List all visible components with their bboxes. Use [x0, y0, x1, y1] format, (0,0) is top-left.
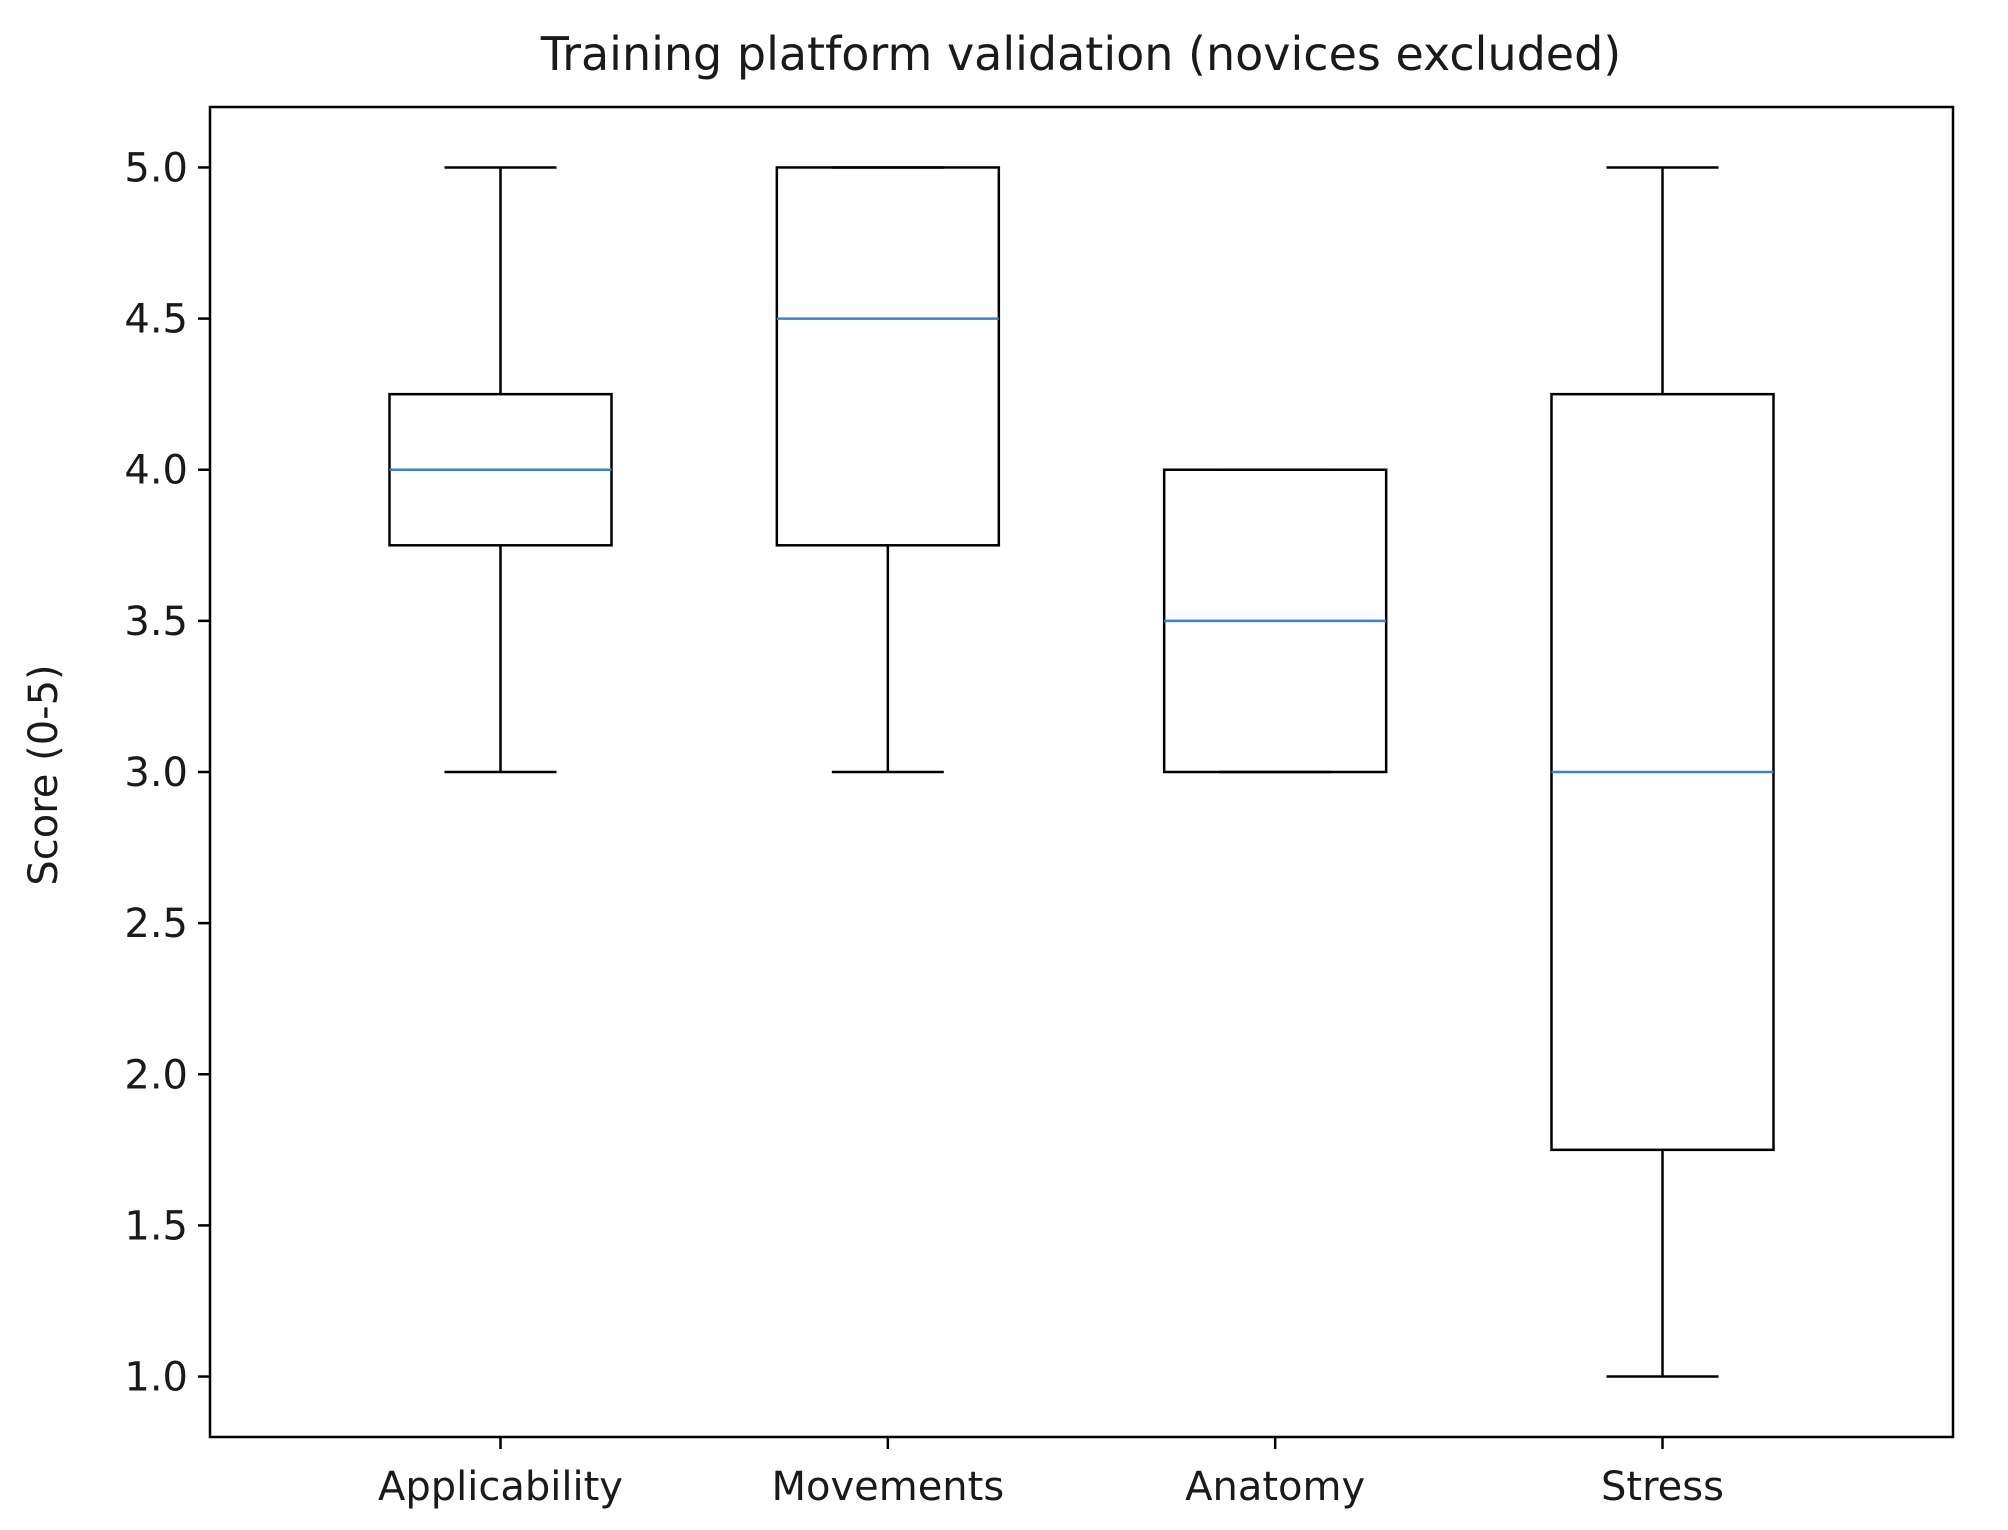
y-tick-label: 1.5 [124, 1203, 188, 1249]
y-tick-label: 4.5 [124, 297, 188, 343]
y-tick-label: 5.0 [124, 145, 188, 191]
x-tick-label: Stress [1601, 1464, 1724, 1510]
y-tick-label: 2.5 [124, 901, 188, 947]
box-applicability [388, 166, 613, 774]
x-tick-label: Applicability [378, 1464, 623, 1510]
y-tick-label: 3.5 [124, 599, 188, 645]
x-axis: Applicability Movements Anatomy Stress [378, 1437, 1724, 1510]
box-anatomy [1162, 468, 1388, 774]
y-tick-label: 1.0 [124, 1355, 188, 1401]
iqr-box [775, 166, 1001, 547]
y-axis: 1.0 1.5 2.0 2.5 3.0 3.5 4.0 4.5 5.0 [124, 145, 210, 1401]
y-tick-label: 2.0 [124, 1052, 188, 1098]
y-tick-label: 3.0 [124, 750, 188, 796]
box-series [388, 166, 1775, 1378]
box-movements [775, 166, 1001, 774]
x-tick-label: Movements [771, 1464, 1004, 1510]
chart-title: Training platform validation (novices ex… [540, 27, 1622, 81]
y-tick-label: 4.0 [124, 448, 188, 494]
y-axis-label: Score (0-5) [21, 664, 67, 885]
x-tick-label: Anatomy [1185, 1464, 1365, 1510]
box-stress [1550, 166, 1775, 1378]
